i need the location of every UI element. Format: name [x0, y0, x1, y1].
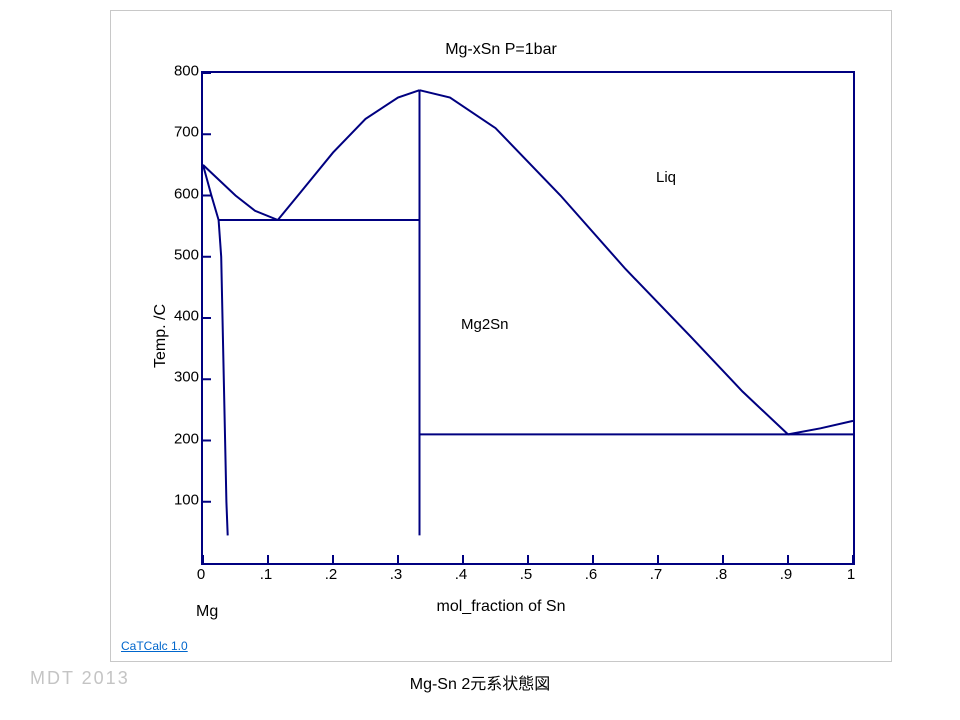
- region-label-mg2sn: Mg2Sn: [461, 316, 509, 333]
- xtick-label: .8: [715, 566, 728, 583]
- xtick-label: .6: [585, 566, 598, 583]
- xtick-label: .9: [780, 566, 793, 583]
- xtick-label: .5: [520, 566, 533, 583]
- chart-title: Mg-xSn P=1bar: [111, 41, 891, 59]
- x-axis-label: mol_fraction of Sn: [111, 598, 891, 616]
- curve-liquidus-right: [420, 90, 789, 434]
- origin-element-label: Mg: [196, 603, 218, 621]
- xtick-label: 0: [197, 566, 205, 583]
- curve-liquidus-left: [203, 165, 278, 220]
- xtick-label: .7: [650, 566, 663, 583]
- xtick-label: .1: [260, 566, 273, 583]
- ytick-label: 200: [159, 430, 199, 447]
- ytick-label: 100: [159, 491, 199, 508]
- curve-liquidus-mid: [278, 90, 420, 220]
- xtick-label: 1: [847, 566, 855, 583]
- phase-diagram-svg: [203, 73, 853, 563]
- xtick-label: .2: [325, 566, 338, 583]
- region-label-liq: Liq: [656, 169, 676, 186]
- curve-liquidus-far-right: [788, 421, 853, 435]
- plot-area: [201, 71, 855, 565]
- chart-frame: Mg-xSn P=1bar Temp. /C mol_fraction of S…: [110, 10, 892, 662]
- ytick-label: 500: [159, 246, 199, 263]
- ytick-label: 400: [159, 308, 199, 325]
- xtick-label: .4: [455, 566, 468, 583]
- plot-container: Mg-xSn P=1bar Temp. /C mol_fraction of S…: [111, 11, 891, 661]
- ytick-label: 700: [159, 124, 199, 141]
- ytick-label: 300: [159, 369, 199, 386]
- ytick-label: 800: [159, 63, 199, 80]
- xtick-label: .3: [390, 566, 403, 583]
- figure-caption: Mg-Sn 2元系状態図: [0, 670, 960, 694]
- software-link[interactable]: CaTCalc 1.0: [121, 639, 188, 653]
- ytick-label: 600: [159, 185, 199, 202]
